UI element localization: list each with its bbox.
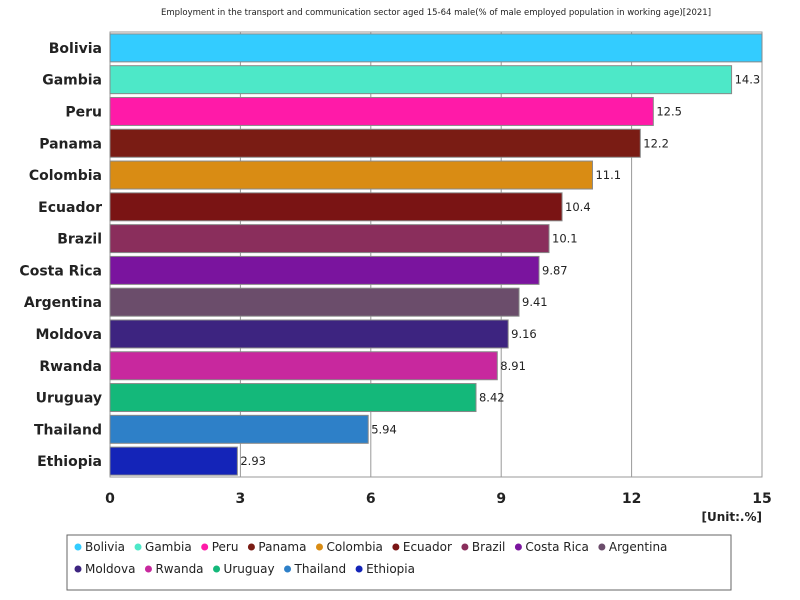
legend-label: Thailand: [294, 562, 347, 576]
value-label: 9.16: [511, 327, 537, 341]
value-label: 8.91: [500, 359, 526, 373]
bar: [109, 65, 733, 95]
legend-swatch: [134, 543, 142, 551]
category-label: Costa Rica: [19, 263, 102, 279]
legend-swatch: [315, 543, 323, 551]
bar: [109, 414, 369, 444]
category-label: Moldova: [35, 327, 102, 343]
legend-swatch: [74, 565, 82, 573]
legend-swatch: [355, 565, 363, 573]
bar: [109, 96, 654, 126]
legend-swatch: [598, 543, 606, 551]
bar: [109, 255, 540, 285]
unit-label: [Unit:.%]: [702, 510, 763, 524]
bar: [109, 446, 238, 476]
bar: [109, 192, 563, 222]
category-label: Ethiopia: [37, 454, 102, 470]
legend-label: Gambia: [145, 540, 192, 554]
tick-label: 9: [496, 491, 506, 507]
legend-label: Colombia: [326, 540, 382, 554]
category-label: Brazil: [57, 232, 102, 248]
legend-swatch: [392, 543, 400, 551]
legend-label: Rwanda: [155, 562, 203, 576]
legend-swatch: [461, 543, 469, 551]
bars: Bolivia Gambia 14.3 Peru 12.5 Panama 12.2 Colom…: [19, 33, 763, 476]
tick-label: 3: [236, 491, 246, 507]
legend-box: [66, 534, 732, 591]
legend-label: Peru: [212, 540, 239, 554]
value-label: 9.87: [542, 263, 568, 277]
bar: [109, 33, 763, 63]
category-label: Colombia: [29, 168, 102, 184]
value-label: 8.42: [479, 391, 505, 405]
bar: [109, 383, 477, 413]
legend: Bolivia Gambia Peru Panama Colombia Ecuador Br…: [74, 540, 668, 576]
bar: [109, 287, 520, 317]
category-label: Thailand: [34, 422, 102, 438]
bar: [109, 160, 593, 190]
value-label: 14.3: [735, 73, 761, 87]
legend-swatch: [213, 565, 221, 573]
tick-label: 0: [105, 491, 115, 507]
x-axis-ticks: 0 3 6 9 12 15: [105, 491, 772, 507]
tick-label: 12: [622, 491, 641, 507]
legend-label: Bolivia: [85, 540, 125, 554]
legend-label: Costa Rica: [525, 540, 588, 554]
bar: [109, 224, 550, 254]
legend-swatch: [247, 543, 255, 551]
category-label: Argentina: [24, 295, 102, 311]
category-label: Gambia: [42, 73, 102, 89]
value-label: 5.94: [371, 422, 397, 436]
legend-swatch: [201, 543, 209, 551]
value-label: 12.2: [643, 136, 669, 150]
legend-label: Argentina: [609, 540, 668, 554]
category-label: Bolivia: [49, 41, 102, 57]
legend-swatch: [284, 565, 292, 573]
value-label: 10.4: [565, 200, 591, 214]
legend-label: Brazil: [472, 540, 506, 554]
category-label: Ecuador: [38, 200, 102, 216]
legend-label: Ethiopia: [366, 562, 415, 576]
category-label: Rwanda: [39, 359, 102, 375]
value-label: 11.1: [595, 168, 621, 182]
legend-label: Panama: [258, 540, 306, 554]
category-label: Panama: [39, 136, 102, 152]
legend-label: Moldova: [85, 562, 135, 576]
legend-swatch: [514, 543, 522, 551]
bar: [109, 351, 498, 381]
value-label: 12.5: [656, 104, 682, 118]
category-label: Uruguay: [36, 391, 102, 407]
tick-label: 6: [366, 491, 376, 507]
bar: [109, 319, 509, 349]
legend-swatch: [144, 565, 152, 573]
legend-label: Ecuador: [403, 540, 452, 554]
tick-label: 15: [752, 491, 771, 507]
value-label: 10.1: [552, 232, 578, 246]
legend-label: Uruguay: [224, 562, 275, 576]
category-label: Peru: [65, 104, 102, 120]
value-label: 9.41: [522, 295, 548, 309]
bar: [109, 128, 641, 158]
legend-swatch: [74, 543, 82, 551]
value-label: 2.93: [240, 454, 266, 468]
chart-title: Employment in the transport and communic…: [161, 8, 711, 18]
